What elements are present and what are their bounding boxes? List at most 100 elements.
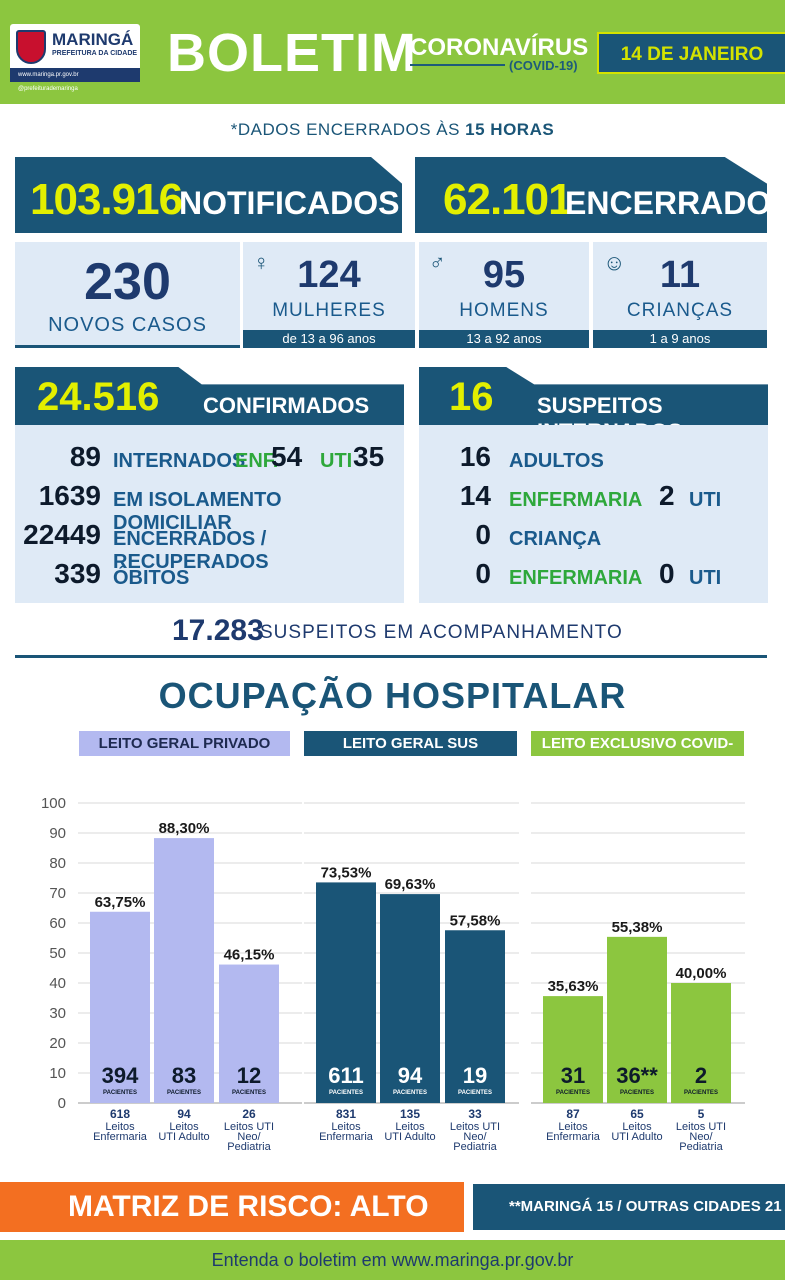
adults-row: 16 ADULTOS bbox=[419, 441, 768, 475]
beds-count: 26 bbox=[242, 1107, 256, 1121]
category-label: Leitos UTI bbox=[224, 1121, 274, 1133]
bar-value-label: 46,15% bbox=[224, 947, 275, 964]
footer-bar: Entenda o boletim em www.maringa.pr.gov.… bbox=[0, 1240, 785, 1280]
beds-count: 5 bbox=[698, 1107, 705, 1121]
icu-label: UTI bbox=[320, 450, 353, 472]
beds-count: 33 bbox=[468, 1107, 482, 1121]
city-crest-icon bbox=[16, 30, 46, 64]
bar-value-label: 88,30% bbox=[159, 820, 210, 837]
y-tick-label: 30 bbox=[49, 1005, 66, 1022]
confirmed-value: 24.516 bbox=[37, 375, 160, 419]
adult-ward-row: 14 ENFERMARIA 2 UTI bbox=[419, 480, 768, 514]
header-divider bbox=[410, 64, 505, 66]
bar bbox=[316, 882, 376, 1103]
category-label: Enfermaria bbox=[546, 1131, 601, 1143]
hospitalized-label: INTERNADOS bbox=[113, 450, 246, 472]
patients-count: 31 bbox=[561, 1063, 585, 1088]
patients-label: PACIENTES bbox=[103, 1090, 137, 1096]
cities-note: **MARINGÁ 15 / OUTRAS CIDADES 21 bbox=[473, 1184, 785, 1230]
home-isolation-row: 1639 EM ISOLAMENTO DOMICILIAR bbox=[15, 480, 404, 534]
women-box: ♀ 124 MULHERES de 13 a 96 anos bbox=[243, 242, 415, 348]
recovered-label: ENCERRADOS / RECUPERADOS bbox=[113, 528, 269, 573]
icu-count: 35 bbox=[353, 441, 385, 472]
bar bbox=[671, 983, 731, 1103]
y-tick-label: 100 bbox=[41, 795, 66, 812]
bar bbox=[380, 894, 440, 1103]
patients-count: 36** bbox=[616, 1063, 658, 1088]
new-cases-value: 230 bbox=[84, 253, 171, 311]
patients-count: 394 bbox=[102, 1063, 139, 1088]
category-label: Leitos UTI bbox=[450, 1121, 500, 1133]
child-ward-count: 0 bbox=[475, 558, 491, 589]
child-ward-row: 0 ENFERMARIA 0 UTI bbox=[419, 558, 768, 592]
adults-count: 16 bbox=[459, 441, 491, 472]
y-tick-label: 80 bbox=[49, 855, 66, 872]
suspects-label: SUSPEITOS INTERNADOS bbox=[537, 393, 682, 425]
coronavirus-label: CORONAVÍRUS bbox=[410, 34, 589, 61]
category-label: UTI Adulto bbox=[158, 1131, 209, 1143]
risk-matrix-banner: MATRIZ DE RISCO: ALTO bbox=[0, 1182, 464, 1232]
baby-icon: ☺ bbox=[603, 250, 626, 275]
man-icon: ♂ bbox=[429, 250, 446, 275]
women-label: MULHERES bbox=[272, 300, 386, 321]
category-label: Leitos bbox=[169, 1121, 199, 1133]
bar bbox=[607, 936, 667, 1103]
bulletin-title: BOLETIM bbox=[167, 23, 417, 83]
bar bbox=[445, 930, 505, 1103]
bar-value-label: 57,58% bbox=[450, 912, 501, 929]
category-label: UTI Adulto bbox=[384, 1131, 435, 1143]
women-value: 124 bbox=[297, 254, 361, 296]
logo-name: MARINGÁ bbox=[52, 30, 134, 49]
closed-value: 62.101 bbox=[443, 175, 573, 224]
category-private-label: LEITO GERAL PRIVADO bbox=[79, 731, 290, 756]
bar bbox=[90, 911, 150, 1103]
y-tick-label: 0 bbox=[58, 1095, 66, 1112]
patients-count: 611 bbox=[328, 1063, 364, 1088]
closed-label: ENCERRADOS bbox=[565, 185, 785, 221]
deaths-row: 339 ÓBITOS bbox=[15, 558, 404, 592]
bar-value-label: 73,53% bbox=[321, 864, 372, 881]
children-value: 11 bbox=[659, 254, 701, 296]
category-label: Enfermaria bbox=[319, 1131, 374, 1143]
adult-icu-label: UTI bbox=[689, 489, 722, 511]
home-isolation-count: 1639 bbox=[38, 480, 101, 511]
category-label: Neo/ bbox=[237, 1131, 261, 1143]
bar-value-label: 35,63% bbox=[548, 978, 599, 995]
category-label: Pediatria bbox=[679, 1141, 723, 1153]
ward-label: ENF. bbox=[235, 450, 279, 472]
child-icu-count: 0 bbox=[659, 558, 675, 589]
bar bbox=[219, 964, 279, 1103]
city-logo: MARINGÁ PREFEITURA DA CIDADE www.maringa… bbox=[10, 24, 140, 92]
woman-icon: ♀ bbox=[253, 250, 270, 275]
covid-label: (COVID-19) bbox=[509, 58, 578, 73]
suspects-header: 16 SUSPEITOS INTERNADOS bbox=[419, 367, 768, 425]
patients-label: PACIENTES bbox=[620, 1090, 654, 1096]
category-label: Leitos bbox=[331, 1121, 361, 1133]
notified-banner: 103.916 NOTIFICADOS bbox=[15, 157, 402, 233]
beds-count: 87 bbox=[566, 1107, 580, 1121]
notified-value: 103.916 bbox=[30, 175, 183, 224]
suspects-panel: 16 ADULTOS 14 ENFERMARIA 2 UTI 0 CRIANÇA… bbox=[419, 425, 768, 603]
category-label: Leitos bbox=[622, 1121, 652, 1133]
patients-count: 83 bbox=[172, 1063, 196, 1088]
child-count: 0 bbox=[475, 519, 491, 550]
patients-count: 12 bbox=[237, 1063, 261, 1088]
patients-label: PACIENTES bbox=[329, 1090, 363, 1096]
deaths-count: 339 bbox=[54, 558, 101, 589]
adult-icu-count: 2 bbox=[659, 480, 675, 511]
hospitalized-count: 89 bbox=[69, 441, 101, 472]
y-tick-label: 40 bbox=[49, 975, 66, 992]
y-tick-label: 20 bbox=[49, 1035, 66, 1052]
closing-note-hour: 15 HORAS bbox=[465, 120, 555, 139]
category-label: UTI Adulto bbox=[611, 1131, 662, 1143]
category-label: Pediatria bbox=[227, 1141, 271, 1153]
child-ward-label: ENFERMARIA bbox=[509, 567, 643, 589]
new-cases-label: NOVOS CASOS bbox=[48, 314, 207, 336]
bar-value-label: 55,38% bbox=[612, 919, 663, 936]
beds-count: 94 bbox=[177, 1107, 191, 1121]
logo-subtitle: PREFEITURA DA CIDADE bbox=[52, 50, 138, 57]
confirmed-panel: 89 INTERNADOS ENF. 54 UTI 35 1639 EM ISO… bbox=[15, 425, 404, 603]
patients-label: PACIENTES bbox=[167, 1090, 201, 1096]
adults-label: ADULTOS bbox=[509, 450, 604, 472]
bar bbox=[543, 996, 603, 1103]
